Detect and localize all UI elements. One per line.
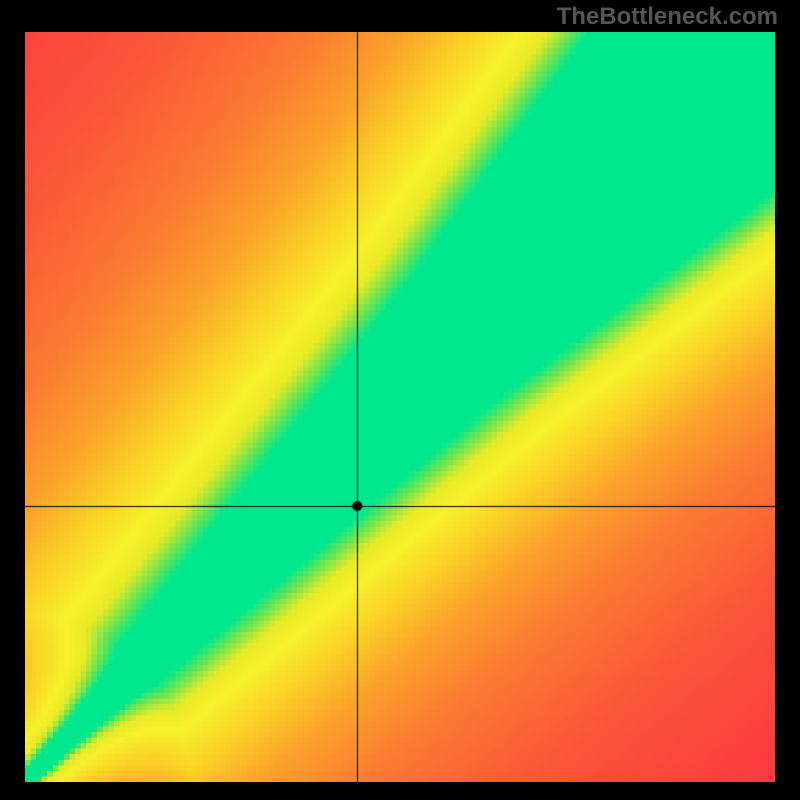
chart-container: TheBottleneck.com [0, 0, 800, 800]
crosshair-overlay [0, 0, 800, 800]
watermark-text: TheBottleneck.com [557, 3, 778, 31]
